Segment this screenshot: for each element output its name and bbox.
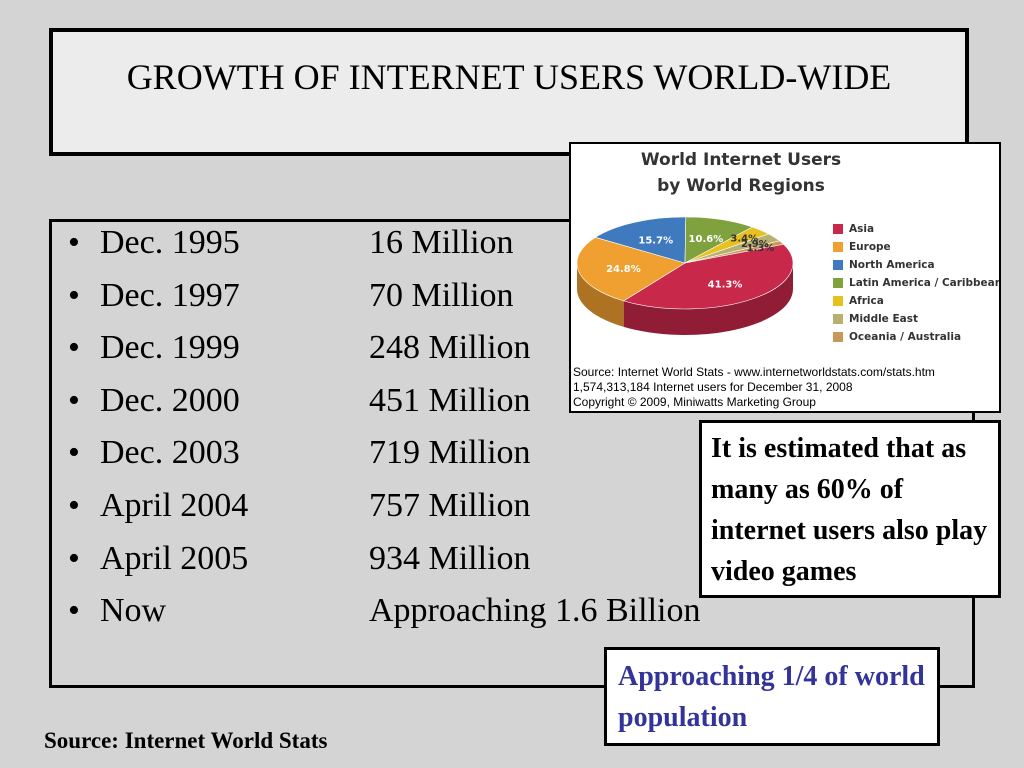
pie-slice-label: 10.6%	[689, 234, 724, 245]
timeline-date: Dec. 1997	[100, 276, 240, 314]
legend-item: Latin America / Caribbean	[833, 274, 1001, 292]
pie-slice-side	[623, 263, 793, 335]
video-games-note-text: It is estimated that as many as 60% of i…	[711, 433, 988, 587]
pie-slice-label: 1.3%	[747, 243, 775, 254]
timeline-user-count: 934 Million	[369, 539, 531, 577]
timeline-date: Dec. 1999	[100, 329, 240, 367]
pie-slice	[684, 216, 754, 264]
bullet-dot: •	[68, 224, 80, 261]
pie-chart-panel: World Internet Users by World Regions 41…	[569, 142, 1001, 413]
chart-legend: Asia Europe North America Latin America / C…	[833, 220, 1001, 346]
legend-label: Asia	[849, 223, 875, 235]
pie-slice-label: 24.8%	[606, 264, 641, 275]
bullet-dot: •	[68, 487, 80, 524]
legend-item: North America	[833, 256, 999, 274]
pie-slice	[622, 243, 794, 310]
bullet-dot: •	[68, 539, 80, 577]
legend-label: North America	[849, 259, 935, 271]
timeline-date: April 2004	[100, 487, 249, 524]
pie-slice-label: 2.9%	[741, 239, 769, 250]
timeline-user-count: 757 Million	[369, 487, 531, 524]
legend-swatch	[833, 314, 843, 324]
pie-slice	[684, 240, 785, 264]
timeline-user-count: 248 Million	[369, 329, 531, 367]
legend-label: Latin America / Caribbean	[849, 277, 1001, 289]
footer-source: Source: Internet World Stats	[44, 728, 328, 753]
pie-chart: 41.3% 24.8% 15.7% 10.6% 3.4%2.9%1.3%	[576, 216, 794, 335]
bullet-dot: •	[68, 381, 80, 419]
bullet-dot: •	[68, 276, 80, 314]
timeline-user-count: Approaching 1.6 Billion	[369, 592, 701, 630]
title-box: GROWTH OF INTERNET USERS WORLD-WIDE	[49, 28, 969, 156]
legend-label: Europe	[849, 241, 891, 253]
timeline-date: April 2005	[100, 539, 249, 577]
legend-item: Europe	[833, 238, 999, 256]
timeline-date: Now	[100, 592, 167, 630]
legend-item: Middle East	[833, 310, 999, 328]
pie-slice-label: 41.3%	[708, 280, 743, 291]
video-games-note: It is estimated that as many as 60% of i…	[699, 420, 1001, 598]
bullet-dot: •	[68, 329, 80, 367]
population-note-text: Approaching 1/4 of world population	[618, 661, 925, 733]
pie-slice-label: 3.4%	[730, 233, 758, 244]
legend-label: Oceania / Australia	[849, 331, 962, 343]
pie-slice-side	[577, 263, 624, 327]
legend-swatch	[833, 278, 843, 288]
timeline-date: Dec. 2000	[100, 381, 240, 419]
timeline-user-count: 16 Million	[369, 224, 514, 261]
legend-label: Africa	[849, 295, 884, 307]
bullet-dot: •	[68, 592, 80, 630]
legend-swatch	[833, 260, 843, 270]
pie-slice	[594, 216, 687, 264]
legend-swatch	[833, 332, 843, 342]
bullet-dot: •	[68, 434, 80, 472]
legend-item: Oceania / Australia	[833, 328, 999, 346]
legend-swatch	[833, 242, 843, 252]
legend-swatch	[833, 224, 843, 234]
pie-slice	[576, 237, 686, 302]
timeline-user-count: 451 Million	[369, 381, 531, 419]
timeline-user-count: 70 Million	[369, 276, 514, 314]
legend-swatch	[833, 296, 843, 306]
legend-item: Asia	[833, 220, 999, 238]
pie-slice-label: 15.7%	[638, 235, 673, 246]
chart-copyright-line: Copyright © 2009, Miniwatts Marketing Gr…	[573, 395, 816, 409]
timeline-user-count: 719 Million	[369, 434, 531, 472]
chart-title: World Internet Users	[640, 150, 842, 170]
slide-title: GROWTH OF INTERNET USERS WORLD-WIDE	[126, 57, 892, 97]
timeline-date: Dec. 1995	[100, 224, 240, 261]
timeline-date: Dec. 2003	[100, 434, 240, 472]
legend-item: Africa	[833, 292, 999, 310]
chart-source-line: Source: Internet World Stats - www.inter…	[573, 365, 935, 379]
chart-subtitle: by World Regions	[657, 176, 825, 196]
population-note: Approaching 1/4 of world population	[604, 647, 940, 746]
legend-label: Middle East	[849, 313, 918, 325]
chart-users-line: 1,574,313,184 Internet users for Decembe…	[573, 380, 853, 394]
